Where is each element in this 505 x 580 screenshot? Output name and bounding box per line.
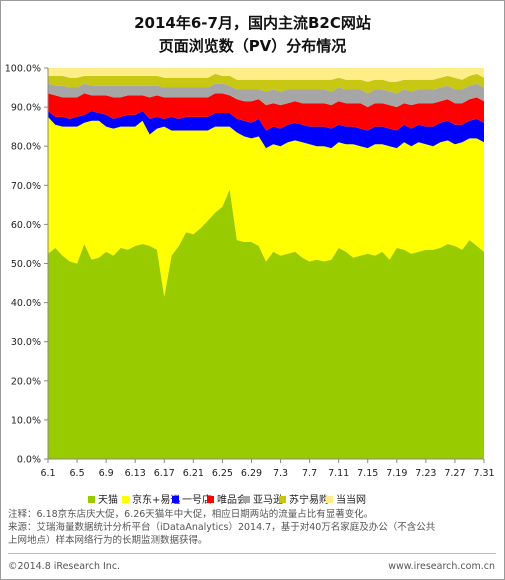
y-tick-label: 60.0% [11,220,41,231]
x-tick-label: 6.21 [183,468,204,479]
series-area-1 [48,189,484,459]
legend-label: 苏宁易购 [289,495,329,506]
legend-item-5: 亚马逊 [243,491,283,506]
series-area-7 [48,68,484,82]
x-tick-label: 6.9 [99,468,114,479]
chart-notes: 注释：6.18京东店庆大促，6.26天猫年中大促，相应日期两站的流量占比有显著变… [8,508,498,547]
y-tick-label: 30.0% [11,337,41,348]
legend-label: 天猫 [98,495,118,506]
legend-swatch [279,496,286,503]
legend-swatch [243,496,250,503]
y-tick-label: 40.0% [11,298,41,309]
x-tick-label: 6.13 [125,468,146,479]
website-link[interactable]: www.iresearch.com.cn [388,561,495,572]
y-tick-label: 20.0% [11,376,41,387]
y-tick-label: 70.0% [11,181,41,192]
legend-item-4: 唯品会 [207,491,247,506]
legend-label: 一号店 [182,495,212,506]
y-tick-label: 50.0% [11,259,41,270]
footer-divider [8,553,496,554]
x-tick-label: 7.23 [415,468,436,479]
legend-swatch [122,496,129,503]
legend-swatch [88,496,95,503]
y-tick-label: 80.0% [11,142,41,153]
series-area-2 [48,116,484,297]
legend-swatch [172,496,179,503]
legend-item-3: 一号店 [172,491,212,506]
x-tick-label: 7.19 [386,468,407,479]
legend-item-7: 当当网 [326,491,366,506]
legend-label: 当当网 [336,495,366,506]
legend-swatch [326,496,333,503]
x-tick-label: 6.1 [40,468,55,479]
series-area-4 [48,93,484,131]
legend-item-6: 苏宁易购 [279,491,329,506]
chart-title-line2: 页面浏览数（PV）分布情况 [158,37,347,55]
x-tick-label: 7.15 [357,468,378,479]
x-tick-label: 7.3 [273,468,288,479]
x-tick-label: 6.29 [241,468,262,479]
x-tick-label: 6.5 [70,468,85,479]
legend-label: 亚马逊 [253,495,283,506]
x-tick-label: 7.31 [473,468,494,479]
x-tick-label: 7.11 [328,468,349,479]
x-tick-label: 7.7 [302,468,317,479]
series-area-6 [48,73,484,94]
chart-legend: 天猫 京东+易迅 一号店 唯品会 亚马逊 苏宁易购 当当网 [0,491,505,506]
y-tick-label: 0.0% [17,455,41,466]
stacked-area-chart: 0.0% 10.0% 20.0% 30.0% 40.0% 50.0% 60.0% 70.0% 8… [5,64,495,480]
y-tick-label: 100.0% [5,64,41,75]
note-line-1: 注释：6.18京东店庆大促，6.26天猫年中大促，相应日期两站的流量占比有显著变… [8,509,374,520]
x-tick-label: 6.17 [154,468,175,479]
x-tick-label: 7.27 [444,468,465,479]
series-area-3 [48,111,484,149]
note-line-3: 上网地点）样本网络行为的长期监测数据获得。 [8,535,208,546]
legend-item-2: 京东+易迅 [122,491,181,506]
series-area-5 [48,83,484,108]
legend-swatch [207,496,214,503]
legend-label: 京东+易迅 [132,495,181,506]
x-tick-label: 6.25 [212,468,233,479]
chart-title-line1: 2014年6-7月，国内主流B2C网站 [134,14,371,32]
legend-label: 唯品会 [217,495,247,506]
y-tick-label: 10.0% [11,415,41,426]
note-line-2: 来源：艾瑞海量数据统计分析平台（iDataAnalytics）2014.7，基于… [8,522,436,533]
legend-item-1: 天猫 [88,491,118,506]
y-tick-label: 90.0% [11,103,41,114]
copyright-text: ©2014.8 iResearch Inc. [8,561,121,572]
